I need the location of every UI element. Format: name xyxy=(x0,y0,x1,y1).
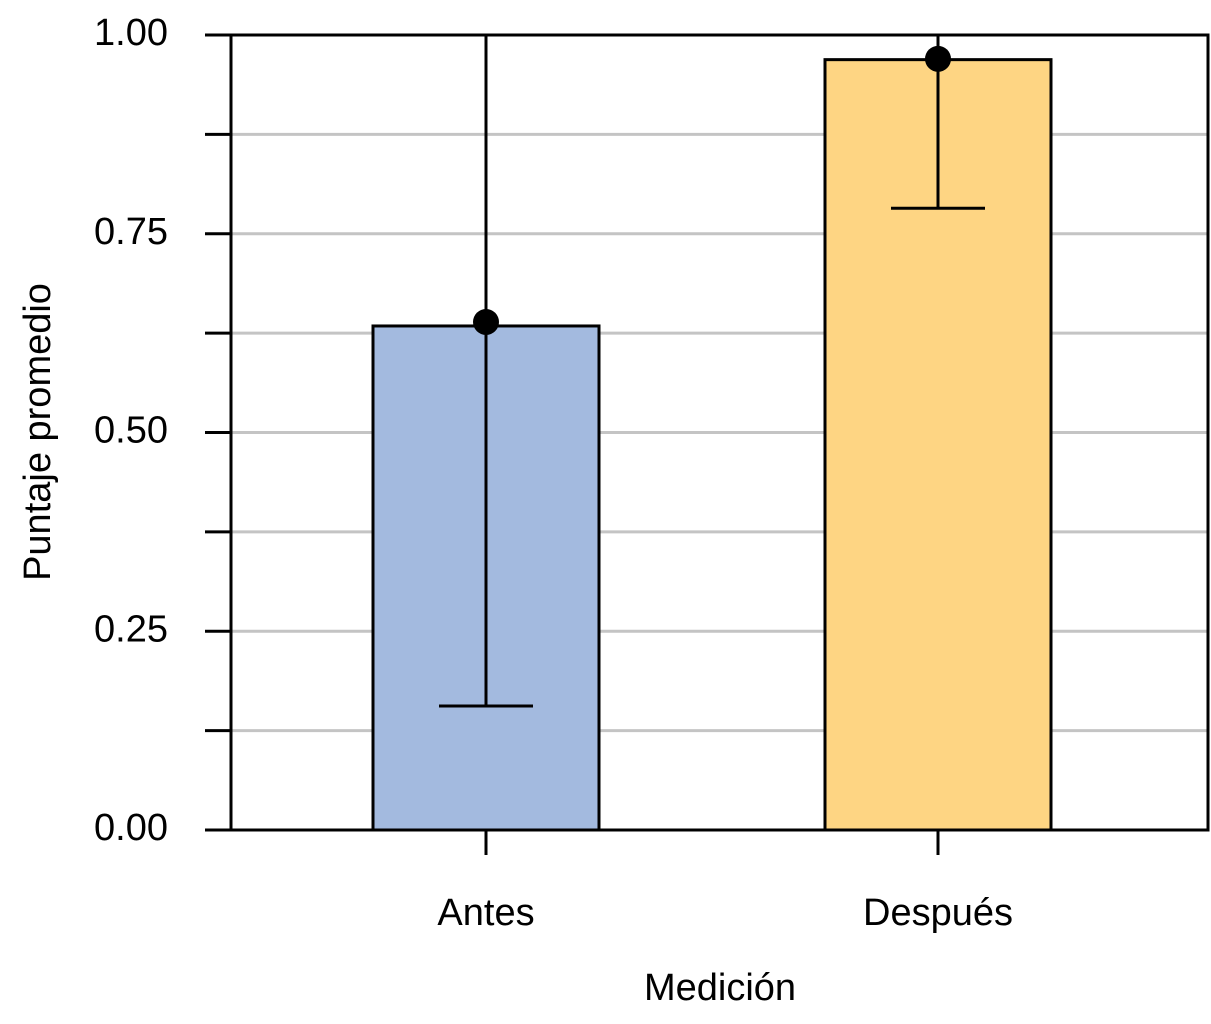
y-tick-label: 0.00 xyxy=(94,807,168,849)
mean-point xyxy=(925,45,951,72)
mean-point xyxy=(473,308,499,335)
y-tick-label: 1.00 xyxy=(94,12,168,54)
x-tick-label: Antes xyxy=(437,892,534,934)
y-tick-label: 0.75 xyxy=(94,211,168,253)
y-axis-label: Puntaje promedio xyxy=(17,283,59,581)
y-tick-label: 0.25 xyxy=(94,608,168,650)
x-tick-label: Después xyxy=(863,892,1013,934)
plot-frame xyxy=(229,33,1210,832)
x-axis-label: Medición xyxy=(644,967,796,1009)
y-tick-label: 0.50 xyxy=(94,410,168,452)
